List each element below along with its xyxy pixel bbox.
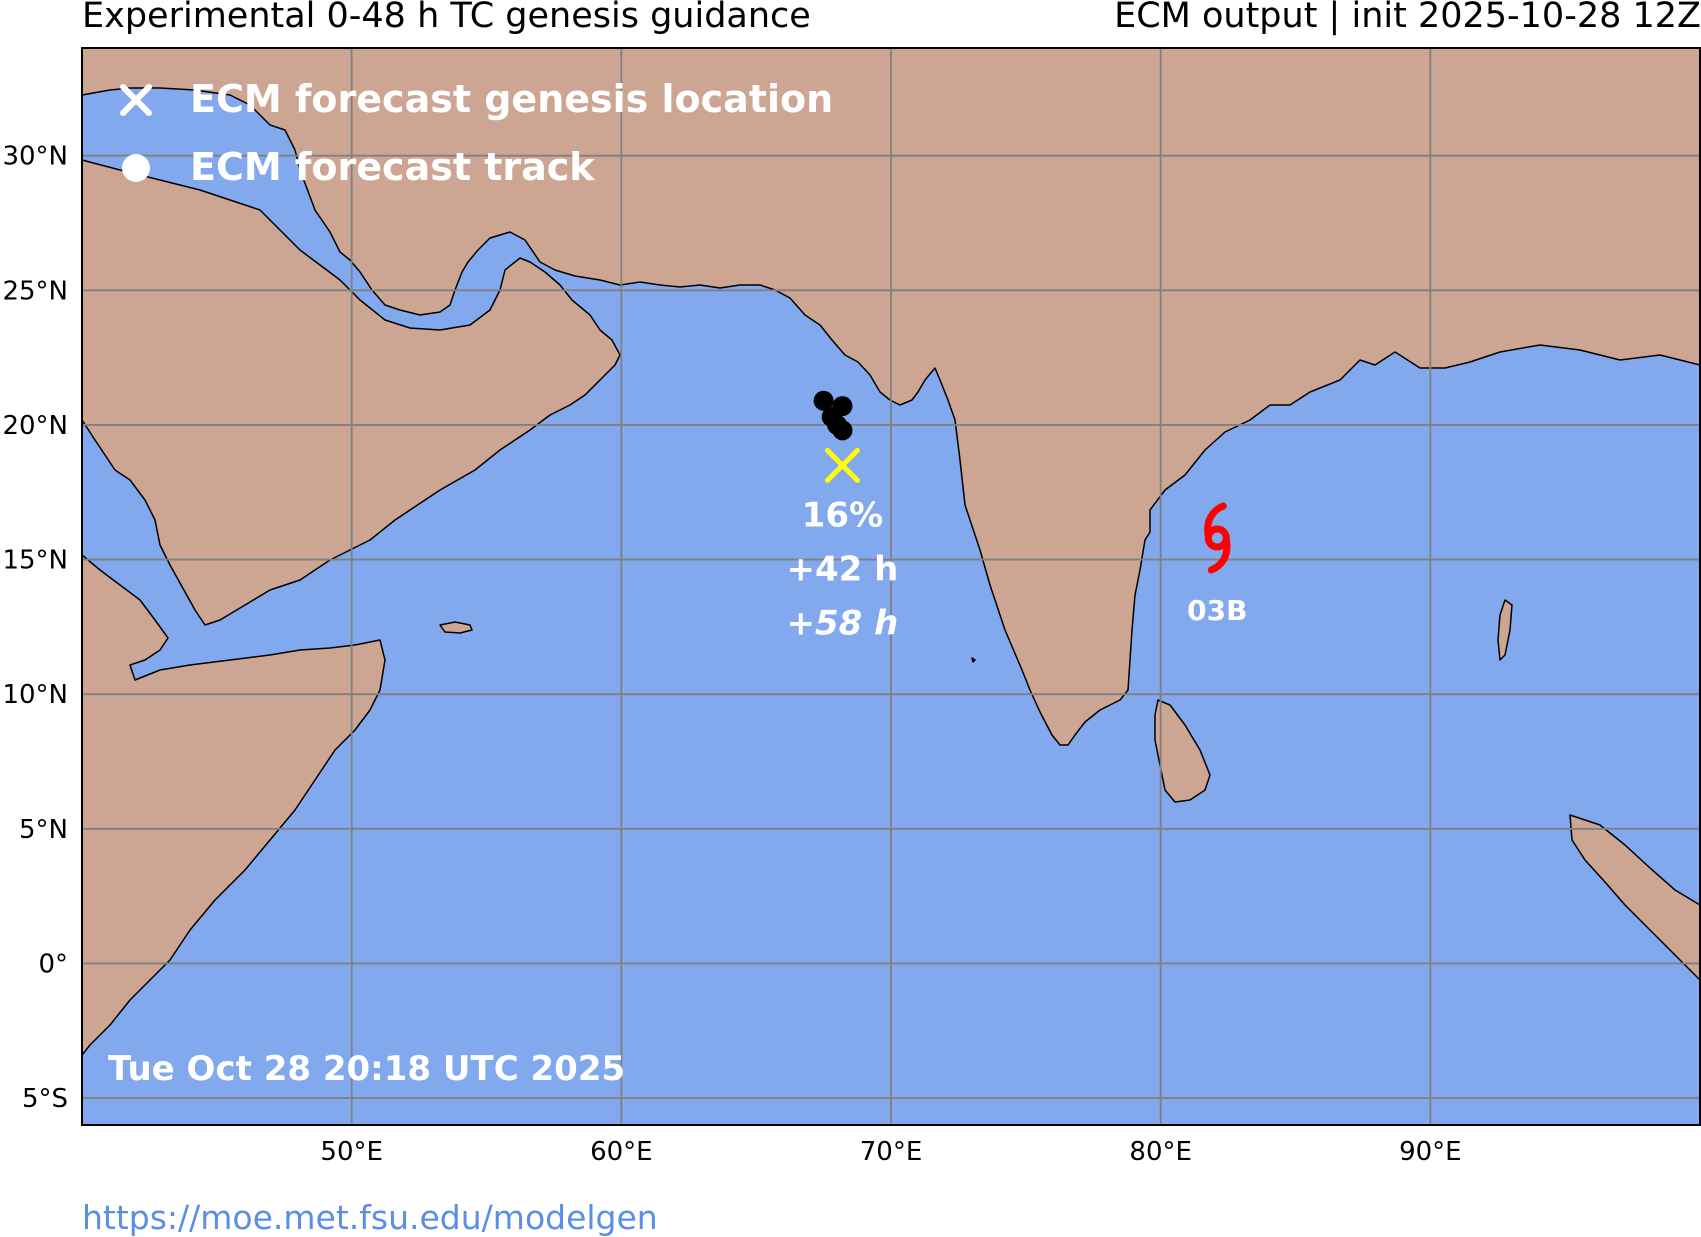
lat-tick-label: 30°N — [2, 142, 68, 172]
lat-tick-label: 10°N — [2, 680, 68, 710]
land-sri-lanka — [1154, 699, 1211, 803]
genesis-probability: 16% — [802, 495, 883, 535]
genesis-lead-time-italic: +58 h — [787, 603, 899, 643]
lat-tick-label: 5°S — [22, 1084, 68, 1114]
lon-tick-label: 60°E — [590, 1137, 653, 1167]
land-andaman — [1497, 599, 1513, 661]
tropical-cyclone-icon[interactable]: 03B — [1187, 502, 1247, 627]
lat-tick-label: 0° — [38, 949, 68, 979]
land-lakshadweep — [971, 657, 976, 663]
dot-marker-icon — [122, 154, 150, 182]
track-point[interactable] — [813, 390, 834, 411]
gridlines — [82, 48, 1700, 1125]
model-init-title: ECM output | init 2025-10-28 12Z — [1114, 0, 1701, 36]
longitude-labels: 50°E 60°E 70°E 80°E 90°E — [320, 1137, 1461, 1167]
genesis-annotation: 16% +42 h +58 h — [787, 495, 899, 643]
map-title: Experimental 0-48 h TC genesis guidance — [82, 0, 811, 36]
lon-tick-label: 70°E — [860, 1137, 923, 1167]
legend: ECM forecast genesis location ECM foreca… — [120, 77, 833, 189]
lat-tick-label: 5°N — [19, 815, 68, 845]
lat-tick-label: 25°N — [2, 276, 68, 306]
lat-tick-label: 20°N — [2, 411, 68, 441]
land-socotra — [439, 621, 473, 634]
source-link[interactable]: https://moe.met.fsu.edu/modelgen — [82, 1198, 658, 1237]
x-marker-icon — [120, 84, 152, 116]
map-frame — [81, 47, 1701, 1126]
track-point[interactable] — [832, 420, 853, 441]
lon-tick-label: 50°E — [320, 1137, 383, 1167]
lon-tick-label: 90°E — [1399, 1137, 1462, 1167]
lat-tick-label: 15°N — [2, 546, 68, 576]
latitude-labels: 30°N 25°N 20°N 15°N 10°N 5°N 0° 5°S — [2, 142, 68, 1114]
genesis-x-icon[interactable] — [824, 447, 860, 483]
legend-genesis-label: ECM forecast genesis location — [190, 77, 833, 121]
land-sumatra — [1569, 814, 1701, 981]
timestamp: Tue Oct 28 20:18 UTC 2025 — [108, 1049, 625, 1089]
legend-track-label: ECM forecast track — [190, 145, 595, 189]
storm-name-label: 03B — [1187, 594, 1247, 627]
forecast-track — [813, 390, 853, 441]
lon-tick-label: 80°E — [1129, 1137, 1192, 1167]
genesis-lead-time: +42 h — [787, 549, 899, 589]
